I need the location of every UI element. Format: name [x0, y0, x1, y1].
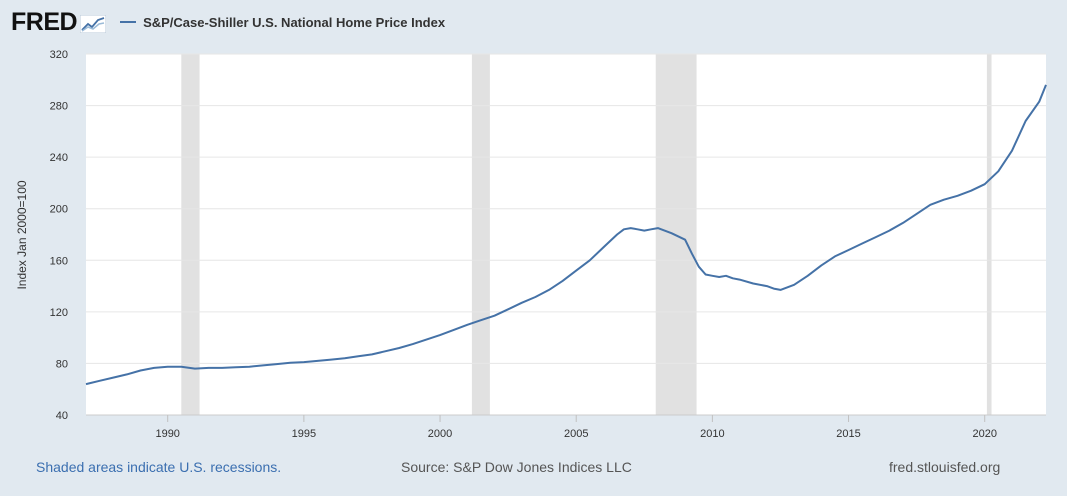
plot-area	[86, 54, 1046, 415]
site-link[interactable]: fred.stlouisfed.org	[889, 459, 1001, 475]
y-tick-label-80: 80	[56, 358, 68, 370]
recession-shading	[181, 54, 992, 415]
x-tick-label-2020: 2020	[972, 428, 996, 440]
y-tick-label-160: 160	[50, 255, 68, 267]
legend-swatch	[120, 21, 137, 23]
recession-band-1	[181, 54, 200, 415]
y-tick-label-40: 40	[56, 410, 68, 422]
recession-note[interactable]: Shaded areas indicate U.S. recessions.	[36, 459, 282, 475]
y-axis: 40 80 120 160 200 240 280 320	[50, 49, 68, 422]
gridlines	[86, 53, 1046, 416]
legend-series-label[interactable]: S&P/Case-Shiller U.S. National Home Pric…	[143, 14, 446, 30]
recession-band-2	[471, 54, 490, 415]
x-tick-label-2000: 2000	[428, 428, 452, 440]
x-tick-label-2005: 2005	[564, 428, 588, 440]
x-tick-label-1995: 1995	[292, 428, 316, 440]
source-note: Source: S&P Dow Jones Indices LLC	[401, 459, 632, 475]
y-tick-label-280: 280	[50, 101, 68, 113]
recession-band-4	[986, 54, 992, 415]
chart-svg: 40 80 120 160 200 240 280 320 1990 1995 2000 2005 2…	[15, 49, 1047, 440]
y-tick-label-120: 120	[50, 307, 68, 319]
y-tick-label-320: 320	[50, 49, 68, 61]
legend[interactable]: S&P/Case-Shiller U.S. National Home Pric…	[120, 15, 445, 30]
fred-logo[interactable]: FRED	[11, 7, 78, 36]
y-axis-title: Index Jan 2000=100	[15, 180, 29, 289]
x-tick-label-2015: 2015	[836, 428, 860, 440]
y-tick-label-240: 240	[50, 152, 68, 164]
fred-graph-icon	[80, 14, 107, 33]
y-tick-label-200: 200	[50, 204, 68, 216]
x-tick-label-2010: 2010	[700, 428, 724, 440]
chart-header: FRED S&P/Case-Shiller U.S. National Home…	[11, 8, 445, 36]
x-axis: 1990 1995 2000 2005 2010 2015 2020	[155, 415, 997, 440]
series-line[interactable]	[85, 84, 1047, 386]
x-tick-label-1990: 1990	[155, 428, 179, 440]
